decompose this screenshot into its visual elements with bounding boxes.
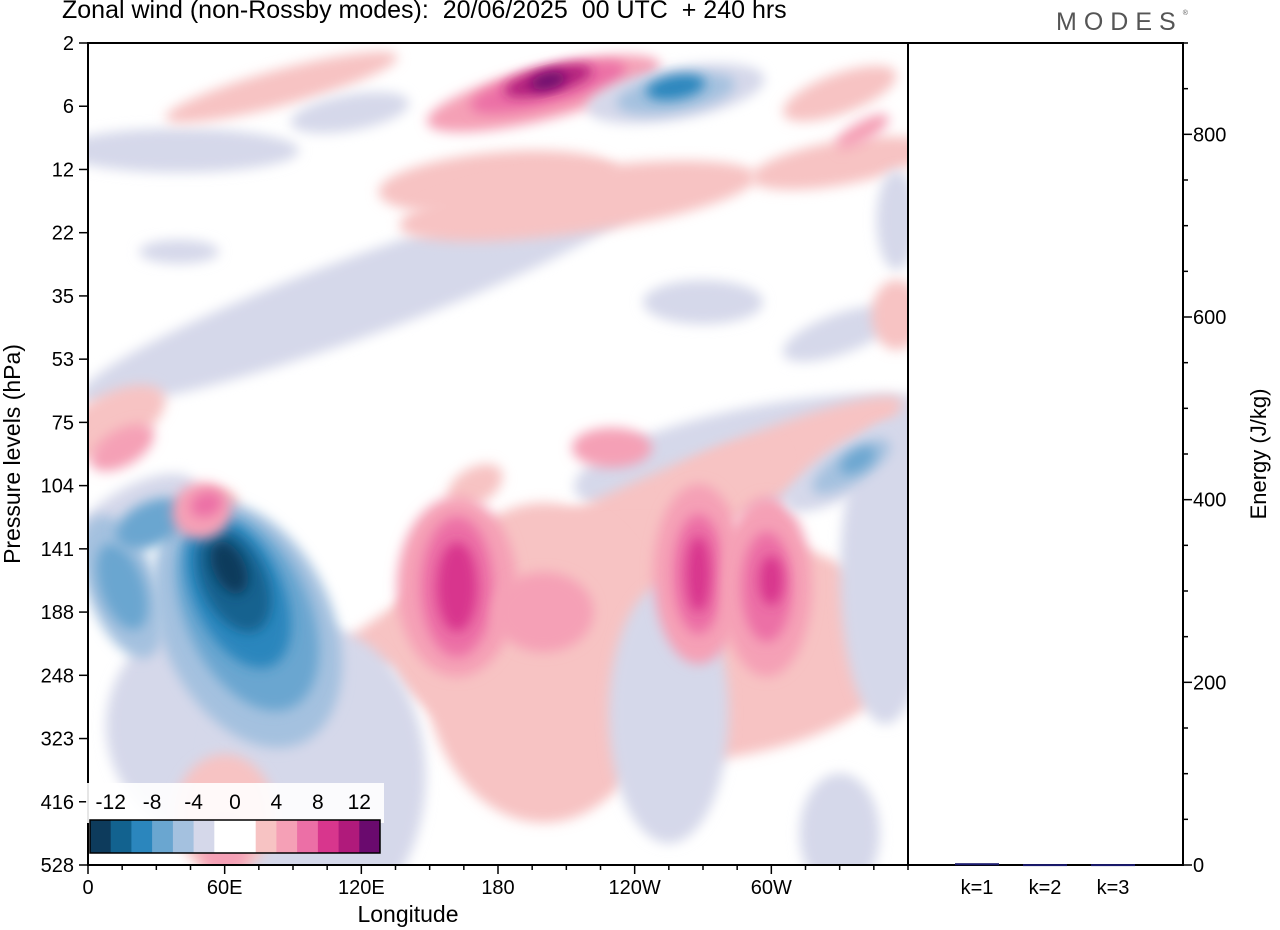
colorbar-swatch xyxy=(193,820,215,853)
y-tick-label: 416 xyxy=(41,792,74,814)
energy-tick-label: 800 xyxy=(1193,124,1226,146)
contour-blob-42 xyxy=(686,536,711,613)
colorbar-label-bg xyxy=(86,783,384,823)
energy-bars: k=1 k=2 k=3 xyxy=(955,863,1135,899)
colorbar-label: -12 xyxy=(96,791,126,814)
colorbar: -12 -8 -4 0 4 8 12 xyxy=(86,783,384,854)
contour-blob-60 xyxy=(493,572,594,653)
contour-blob-13 xyxy=(399,160,757,242)
contour-blob-0 xyxy=(88,186,644,406)
registered-mark: ® xyxy=(1182,10,1188,17)
colorbar-label: 12 xyxy=(348,791,371,814)
colorbar-label: -4 xyxy=(184,791,203,814)
x-tick-label: 60E xyxy=(207,877,243,899)
contour-blob-45 xyxy=(759,555,784,606)
energy-tick-label: 400 xyxy=(1193,490,1226,512)
colorbar-swatch xyxy=(110,820,132,853)
energy-tick-label: 600 xyxy=(1193,307,1226,329)
y-tick-label: 528 xyxy=(41,855,74,877)
contour-blob-34 xyxy=(116,497,188,550)
y-tick-label: 248 xyxy=(41,665,74,687)
contour-blob-23 xyxy=(139,239,220,264)
y-tick-label: 22 xyxy=(52,223,74,245)
colorbar-label: 8 xyxy=(312,791,324,814)
contour-blob-48 xyxy=(840,446,876,474)
x-tick-label: 180 xyxy=(481,877,514,899)
colorbar-swatch xyxy=(338,820,360,853)
chart-title: Zonal wind (non-Rossby modes): 20/06/202… xyxy=(62,0,787,24)
contour-blob-57 xyxy=(782,65,897,122)
y-tick-label: 188 xyxy=(41,602,74,624)
colorbar-swatch xyxy=(172,820,195,853)
y-tick-label: 53 xyxy=(52,349,74,371)
energy-bar-k=1 xyxy=(955,863,999,866)
y-axis: 2 6 12 22 35 53 75 104 141 188 248 323 416 528 Pressur… xyxy=(0,33,88,877)
contour-blob-22 xyxy=(290,92,410,134)
contour-blob-33 xyxy=(96,543,148,630)
colorbar-swatch xyxy=(255,820,277,853)
colorbar-swatch xyxy=(317,820,340,853)
y-tick-label: 2 xyxy=(63,33,74,55)
y-tick-label: 35 xyxy=(52,286,74,308)
y-tick-label: 12 xyxy=(52,159,74,181)
contour-blob-58 xyxy=(835,114,889,149)
contour-blob-2 xyxy=(88,128,300,173)
y-tick-label: 104 xyxy=(41,476,74,498)
y-axis-label: Pressure levels (hPa) xyxy=(0,344,25,564)
colorbar-label: 4 xyxy=(271,791,283,814)
energy-axis-label: Energy (J/kg) xyxy=(1246,389,1271,520)
contour-blob-55 xyxy=(646,74,706,101)
energy-bar-k=3 xyxy=(1091,864,1135,867)
colorbar-label: -8 xyxy=(143,791,162,814)
contour-blob-31 xyxy=(210,541,248,595)
energy-bar-k=2 xyxy=(1023,864,1067,867)
energy-axis: 0 200 400 600 800 Energy (J/kg) xyxy=(1183,42,1271,877)
colorbar-swatch xyxy=(131,820,153,853)
colorbar-frame xyxy=(89,819,381,854)
x-tick-label: 120W xyxy=(609,877,661,899)
contour-blob-11 xyxy=(799,773,880,865)
contour-field xyxy=(88,51,908,865)
colorbar-label: 0 xyxy=(229,791,241,814)
colorbar-swatch xyxy=(235,820,257,853)
contour-blob-25 xyxy=(876,170,908,270)
y-tick-label: 75 xyxy=(52,412,74,434)
colorbar-swatch xyxy=(359,820,381,853)
contour-blob-61 xyxy=(571,427,652,468)
colorbar-swatch xyxy=(214,820,236,853)
energy-bar-label: k=1 xyxy=(961,877,994,899)
y-tick-label: 323 xyxy=(41,729,74,751)
contour-blob-36 xyxy=(190,492,222,518)
y-tick-label: 6 xyxy=(63,96,74,118)
contour-blob-8 xyxy=(840,424,908,725)
y-tick-label: 141 xyxy=(41,539,74,561)
contour-blob-56 xyxy=(90,424,154,472)
modes-logo: MODES® xyxy=(1056,8,1188,37)
x-axis: 0 60E 120E 180 120W 60W Longitude xyxy=(82,865,909,927)
contour-blob-19 xyxy=(447,463,503,508)
contour-blob-52 xyxy=(530,71,566,90)
x-tick-label: 0 xyxy=(82,877,93,899)
x-tick-label: 60W xyxy=(751,877,792,899)
x-tick-label: 120E xyxy=(338,877,385,899)
energy-bar-label: k=3 xyxy=(1097,877,1130,899)
contour-blob-14 xyxy=(750,136,908,190)
colorbar-swatch xyxy=(90,820,112,853)
energy-panel-frame xyxy=(907,42,1184,866)
contour-blob-15 xyxy=(782,306,897,362)
colorbar-swatch xyxy=(152,820,174,853)
colorbar-swatch xyxy=(276,820,298,853)
contour-blob-26 xyxy=(871,279,908,350)
logo-text: MODES xyxy=(1056,8,1183,36)
x-axis-label: Longitude xyxy=(357,901,458,927)
energy-tick-label: 200 xyxy=(1193,672,1226,694)
contour-blob-16 xyxy=(88,384,166,460)
contour-blob-21 xyxy=(165,51,398,123)
energy-tick-label: 0 xyxy=(1193,855,1204,877)
energy-bar-label: k=2 xyxy=(1029,877,1062,899)
contour-blob-24 xyxy=(643,280,763,325)
colorbar-swatch xyxy=(297,820,319,853)
contour-blob-39 xyxy=(437,541,477,632)
